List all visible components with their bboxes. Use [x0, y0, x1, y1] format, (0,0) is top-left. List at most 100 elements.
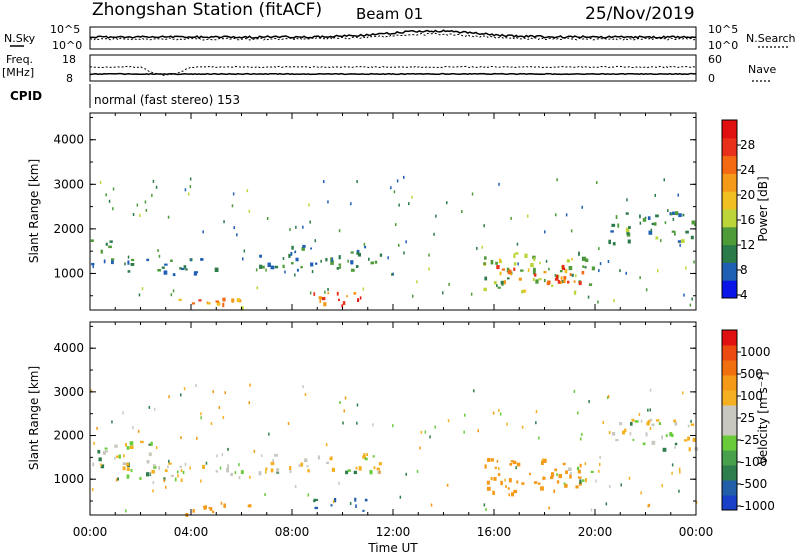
- velocity-cell: [325, 443, 328, 447]
- power-cell: [669, 212, 672, 216]
- velocity-cell: [619, 422, 623, 426]
- power-cell: [532, 277, 535, 282]
- power-panel-frame: [89, 112, 697, 311]
- power-cell: [157, 269, 161, 272]
- power-cell: [513, 262, 517, 266]
- velocity-cell: [376, 467, 380, 471]
- power-cell: [648, 230, 653, 235]
- power-cell: [330, 257, 332, 261]
- velocity-cell: [132, 426, 134, 430]
- power-cell: [187, 192, 190, 196]
- velocity-cell: [216, 454, 218, 458]
- power-cell: [288, 253, 291, 258]
- velocity-cell: [505, 485, 507, 488]
- power-cell: [655, 236, 659, 240]
- power-cell: [584, 266, 587, 269]
- velocity-cell: [649, 427, 652, 430]
- power-cell: [300, 266, 303, 269]
- velocity-cell: [223, 503, 226, 508]
- power-cell: [132, 213, 135, 216]
- velocity-cell: [577, 411, 579, 415]
- power-cell: [172, 273, 176, 277]
- velocity-cell: [573, 389, 576, 393]
- power-cell: [233, 226, 235, 230]
- power-cell: [350, 251, 354, 254]
- velocity-cell: [355, 504, 357, 508]
- power-cell: [498, 182, 500, 186]
- power-cell: [538, 278, 542, 281]
- power-cell: [393, 190, 396, 194]
- velocity-cell: [537, 482, 541, 485]
- colorbar-swatch: [722, 405, 737, 421]
- velocity-cell: [551, 472, 555, 477]
- velocity-cell: [429, 435, 431, 439]
- power-cell: [476, 246, 478, 250]
- power-cell: [558, 280, 563, 284]
- velocity-cell: [238, 476, 241, 480]
- colorbar-swatch: [722, 173, 737, 192]
- power-cell: [309, 220, 311, 224]
- power-cell: [547, 280, 551, 284]
- power-cell: [353, 292, 357, 295]
- velocity-cell: [258, 471, 262, 476]
- power-cell: [294, 273, 296, 277]
- power-cell: [554, 274, 557, 277]
- velocity-cell: [615, 439, 619, 442]
- velocity-cell: [253, 449, 256, 453]
- velocity-cell: [362, 509, 365, 512]
- power-cell: [161, 266, 165, 269]
- power-cell: [302, 225, 304, 229]
- cpid-text: normal (fast stereo) 153: [94, 93, 240, 107]
- power-cell: [679, 243, 681, 247]
- power-cell: [499, 271, 502, 276]
- power-cell: [202, 230, 204, 234]
- velocity-cell: [405, 472, 407, 476]
- station-title: Zhongshan Station (fitACF): [92, 0, 322, 20]
- velocity-cell: [140, 440, 144, 444]
- velocity-cell: [687, 424, 690, 428]
- colorbar-tick-label: 28: [740, 138, 755, 152]
- power-cell: [403, 175, 405, 179]
- power-cell: [398, 203, 400, 207]
- power-cell: [535, 279, 539, 284]
- velocity-cell: [673, 419, 676, 423]
- velocity-cell: [111, 420, 113, 424]
- velocity-cell: [126, 462, 130, 466]
- power-cell: [290, 251, 293, 256]
- power-cell: [141, 287, 144, 291]
- power-cell: [533, 273, 537, 277]
- velocity-cell: [590, 470, 594, 473]
- velocity-cell: [608, 431, 611, 435]
- power-cell: [548, 267, 550, 271]
- power-cell: [238, 299, 242, 303]
- colorbar-frame: [721, 329, 738, 511]
- power-cell: [619, 269, 621, 273]
- power-cell: [391, 273, 393, 276]
- velocity-cell: [164, 469, 168, 472]
- velocity-cell: [579, 479, 582, 484]
- power-cell: [350, 268, 355, 272]
- x-tick-label: 20:00: [578, 525, 613, 539]
- velocity-cell: [585, 478, 587, 483]
- velocity-cell: [446, 483, 449, 487]
- power-cell: [678, 213, 682, 218]
- power-cell: [323, 180, 325, 184]
- power-cell: [484, 276, 488, 281]
- power-cell: [446, 201, 448, 205]
- power-cell: [533, 267, 536, 273]
- colorbar-tick-label: 16: [740, 213, 755, 227]
- power-cell: [338, 255, 341, 260]
- power-cell: [152, 179, 155, 183]
- velocity-cell: [306, 465, 309, 468]
- power-cell: [108, 245, 112, 249]
- power-cell: [416, 280, 418, 284]
- power-cell: [357, 298, 360, 302]
- power-cell: [108, 199, 111, 203]
- power-cell: [442, 291, 444, 295]
- velocity-cell: [137, 429, 140, 433]
- power-cell: [189, 177, 192, 181]
- velocity-cell: [364, 457, 368, 461]
- power-cell: [314, 239, 316, 243]
- power-ylabel: Slant Range [km]: [27, 159, 41, 263]
- velocity-cell: [611, 432, 616, 436]
